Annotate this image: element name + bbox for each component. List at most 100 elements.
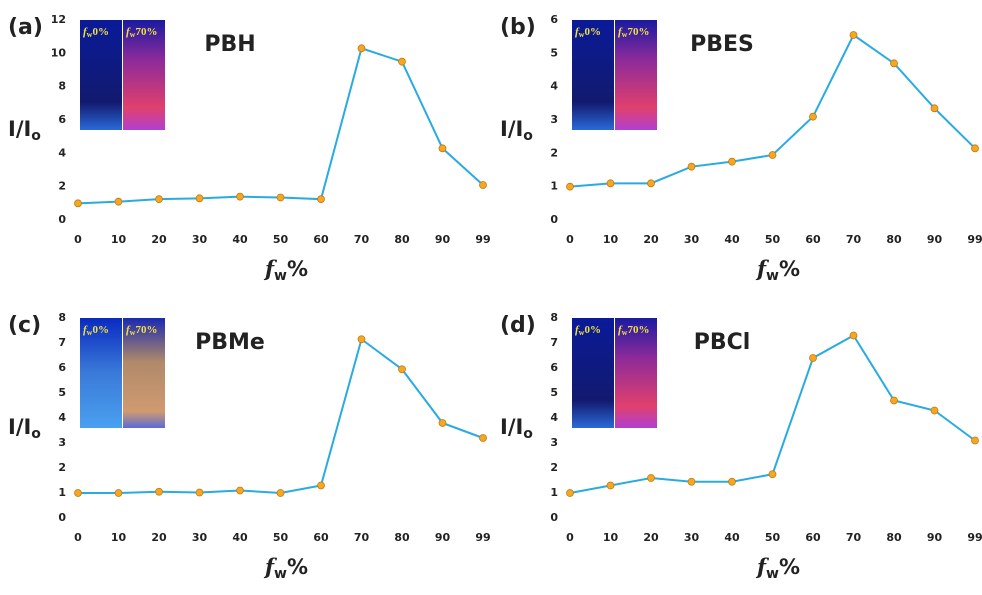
data-point [728, 157, 736, 166]
inset-photo [123, 318, 165, 428]
x-tick-label: 50 [273, 233, 289, 246]
x-axis-label-sub: w [274, 566, 287, 582]
x-tick-label: 70 [846, 233, 862, 246]
y-tick-label: 7 [550, 336, 558, 349]
inset-label-value: 0% [584, 26, 601, 38]
y-axis-label-main: I/I [500, 415, 523, 439]
y-tick-label: 0 [58, 511, 66, 524]
data-point [74, 489, 82, 497]
y-tick-label: 4 [58, 411, 66, 424]
inset-label-value: 0% [584, 324, 601, 336]
y-tick-label: 2 [550, 461, 558, 474]
x-tick-label: 10 [603, 233, 619, 246]
x-tick-label: 99 [475, 531, 490, 544]
data-point [647, 474, 655, 482]
chart-title: PBES [690, 32, 754, 57]
x-tick-label: 80 [886, 531, 902, 544]
y-tick-label: 4 [550, 411, 558, 424]
y-tick-label: 1 [58, 486, 66, 499]
inset-label-value: 70% [135, 324, 157, 336]
data-point [398, 365, 406, 374]
x-axis-label-suffix: % [287, 257, 308, 281]
inset-label-sub: w [130, 30, 136, 39]
data-point [849, 31, 858, 39]
x-axis-label-suffix: % [779, 257, 800, 281]
data-point [849, 331, 858, 340]
y-tick-label: 3 [550, 113, 558, 126]
y-tick-label: 4 [550, 80, 558, 93]
y-axis-label-main: I/I [500, 117, 523, 141]
inset-label-f: f [83, 324, 88, 336]
inset-label-value: 70% [627, 26, 649, 38]
x-axis-label-sub: w [274, 268, 287, 284]
inset-label-value: 70% [135, 26, 157, 38]
inset-label-f: f [575, 324, 580, 336]
y-tick-label: 0 [58, 213, 66, 226]
data-point [195, 194, 204, 203]
y-axis-label: I/Io [8, 415, 41, 442]
x-tick-label: 99 [475, 233, 490, 246]
x-tick-label: 10 [111, 531, 127, 544]
x-tick-label: 20 [151, 233, 167, 246]
inset-label-sub: w [87, 30, 93, 39]
data-point [479, 181, 487, 189]
x-axis-label-suffix: % [287, 555, 308, 579]
y-tick-label: 0 [550, 213, 558, 226]
y-tick-label: 3 [58, 436, 66, 449]
data-point [195, 488, 204, 497]
inset-label-f: f [126, 26, 131, 38]
y-axis-label: I/Io [8, 117, 41, 144]
data-point [276, 193, 285, 202]
data-point [438, 144, 447, 153]
panel-label: (c) [8, 313, 41, 338]
inset-label-sub: w [87, 328, 93, 337]
x-tick-label: 30 [684, 233, 700, 246]
inset-label: fw70% [618, 324, 649, 337]
inset-label: fw0% [83, 26, 109, 39]
y-axis-label-main: I/I [8, 117, 31, 141]
inset-label: fw70% [618, 26, 649, 39]
panel-label: (b) [500, 15, 536, 40]
data-point [438, 419, 447, 427]
y-tick-label: 5 [550, 46, 558, 59]
x-tick-label: 50 [765, 531, 781, 544]
y-axis-label-sub: o [523, 128, 533, 144]
x-axis-label: fw% [755, 554, 800, 583]
x-tick-label: 40 [724, 233, 740, 246]
x-tick-label: 0 [566, 233, 574, 246]
inset-label-sub: w [579, 30, 585, 39]
data-point [357, 44, 366, 53]
inset-photo [615, 318, 657, 428]
y-tick-label: 2 [550, 146, 558, 159]
chart-title: PBMe [195, 330, 265, 355]
x-axis-label-suffix: % [779, 555, 800, 579]
inset-label: fw0% [83, 324, 109, 337]
inset-label-value: 0% [92, 324, 109, 336]
x-tick-label: 80 [886, 233, 902, 246]
x-tick-label: 90 [435, 233, 451, 246]
panel-label: (a) [8, 15, 43, 40]
inset-label-sub: w [622, 328, 628, 337]
inset-photo [615, 20, 657, 130]
data-point [155, 195, 163, 204]
y-tick-label: 6 [58, 113, 66, 126]
x-tick-label: 30 [192, 531, 208, 544]
x-tick-label: 30 [684, 531, 700, 544]
x-tick-label: 60 [805, 531, 821, 544]
x-tick-label: 40 [232, 233, 248, 246]
data-point [728, 477, 736, 486]
data-point [971, 144, 979, 153]
y-axis-label-main: I/I [8, 415, 31, 439]
data-point [236, 192, 244, 201]
inset-label-f: f [575, 26, 580, 38]
data-point [276, 489, 285, 497]
x-tick-label: 90 [435, 531, 451, 544]
data-point [74, 199, 82, 208]
y-axis-label: I/Io [500, 415, 533, 442]
data-point [687, 162, 696, 171]
x-tick-label: 0 [566, 531, 574, 544]
x-tick-label: 0 [74, 233, 82, 246]
x-tick-label: 10 [603, 531, 619, 544]
inset-photo [80, 318, 122, 428]
y-tick-label: 6 [550, 13, 558, 26]
